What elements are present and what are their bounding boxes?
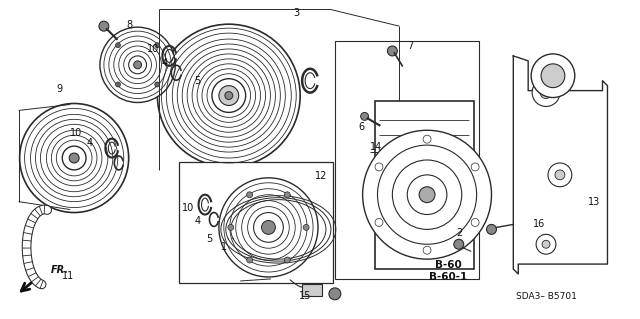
Text: 1: 1 bbox=[221, 242, 227, 252]
Bar bbox=[179, 162, 333, 283]
Circle shape bbox=[20, 103, 129, 212]
Circle shape bbox=[69, 153, 79, 163]
Circle shape bbox=[129, 56, 147, 74]
Circle shape bbox=[62, 146, 86, 170]
Bar bbox=[302, 284, 322, 296]
Text: 6: 6 bbox=[358, 122, 365, 132]
Text: 10: 10 bbox=[182, 203, 195, 212]
Circle shape bbox=[115, 43, 120, 48]
Circle shape bbox=[540, 87, 552, 99]
Text: 7: 7 bbox=[407, 41, 413, 51]
Circle shape bbox=[387, 46, 397, 56]
Circle shape bbox=[303, 225, 309, 230]
Text: B-60
B-60-1: B-60 B-60-1 bbox=[429, 260, 467, 282]
Circle shape bbox=[115, 82, 120, 87]
Text: 3: 3 bbox=[293, 8, 300, 18]
Circle shape bbox=[246, 192, 253, 198]
Circle shape bbox=[471, 163, 479, 171]
Circle shape bbox=[219, 178, 318, 277]
Circle shape bbox=[212, 79, 246, 112]
Text: 16: 16 bbox=[533, 219, 545, 229]
Circle shape bbox=[361, 112, 369, 120]
Circle shape bbox=[419, 187, 435, 203]
Circle shape bbox=[423, 246, 431, 254]
Circle shape bbox=[155, 43, 160, 48]
Text: FR.: FR. bbox=[51, 265, 68, 275]
Circle shape bbox=[219, 85, 239, 106]
Circle shape bbox=[423, 135, 431, 143]
Circle shape bbox=[155, 82, 160, 87]
Circle shape bbox=[225, 92, 233, 100]
Circle shape bbox=[157, 24, 300, 167]
Text: 4: 4 bbox=[161, 58, 168, 68]
Circle shape bbox=[363, 130, 492, 259]
Circle shape bbox=[536, 234, 556, 254]
Circle shape bbox=[100, 27, 175, 102]
Text: 10: 10 bbox=[147, 44, 159, 54]
Circle shape bbox=[541, 64, 565, 88]
Circle shape bbox=[542, 240, 550, 248]
Circle shape bbox=[99, 21, 109, 31]
Circle shape bbox=[531, 54, 575, 98]
Circle shape bbox=[555, 170, 565, 180]
Text: 13: 13 bbox=[588, 197, 600, 207]
Text: 5: 5 bbox=[206, 234, 212, 244]
Text: 4: 4 bbox=[87, 138, 93, 148]
Circle shape bbox=[329, 288, 341, 300]
Text: 14: 14 bbox=[371, 142, 383, 152]
Circle shape bbox=[548, 163, 572, 187]
Circle shape bbox=[284, 192, 291, 198]
Circle shape bbox=[486, 225, 497, 234]
Circle shape bbox=[471, 219, 479, 226]
Text: 8: 8 bbox=[127, 20, 132, 30]
Circle shape bbox=[284, 257, 291, 263]
Text: SDA3– B5701: SDA3– B5701 bbox=[516, 292, 577, 301]
Circle shape bbox=[246, 257, 253, 263]
Text: 10: 10 bbox=[70, 128, 83, 138]
Text: 2: 2 bbox=[457, 228, 463, 238]
Text: 11: 11 bbox=[62, 271, 74, 281]
Circle shape bbox=[454, 239, 464, 249]
Text: 12: 12 bbox=[315, 171, 327, 181]
Circle shape bbox=[375, 163, 383, 171]
Circle shape bbox=[262, 220, 275, 234]
Circle shape bbox=[375, 219, 383, 226]
Circle shape bbox=[134, 61, 141, 69]
Text: 15: 15 bbox=[299, 291, 311, 301]
Circle shape bbox=[228, 225, 234, 230]
Text: 9: 9 bbox=[56, 84, 62, 93]
Polygon shape bbox=[513, 56, 607, 274]
Circle shape bbox=[392, 160, 461, 229]
Circle shape bbox=[253, 212, 284, 242]
Text: 4: 4 bbox=[195, 217, 201, 226]
Bar bbox=[374, 100, 474, 269]
Circle shape bbox=[532, 79, 560, 107]
Text: 5: 5 bbox=[194, 76, 200, 86]
Bar bbox=[335, 41, 479, 279]
